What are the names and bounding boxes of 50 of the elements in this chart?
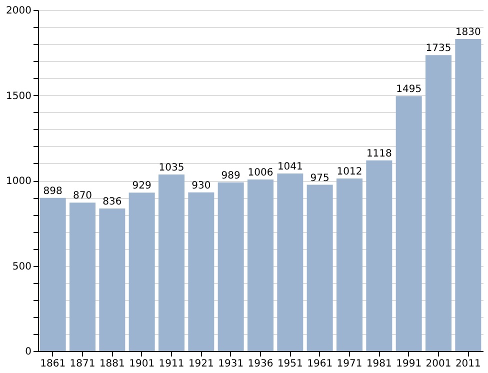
bar [70,202,96,351]
bar [306,184,333,351]
y-tick-label: 500 [12,261,32,272]
y-tick-label: 2000 [6,6,32,16]
y-tick-label: 1000 [6,176,32,187]
x-tick-label: 1861 [40,358,66,370]
bar [396,96,422,351]
x-tick-label: 1981 [366,358,392,370]
data-label: 870 [72,190,92,202]
bar [248,179,274,351]
data-label: 1118 [366,148,392,160]
data-label: 1012 [336,166,362,178]
x-tick-label: 1961 [307,358,333,370]
bar [158,174,184,351]
x-tick-label: 1921 [188,358,214,370]
bar [128,192,155,351]
x-tick-label: 1951 [277,358,303,370]
x-tick-label: 1971 [336,358,362,370]
data-label: 989 [221,170,240,182]
bar [277,174,304,351]
x-tick-label: 2011 [455,358,481,370]
bar [455,38,482,351]
bar [99,208,126,351]
data-label: 1006 [248,167,274,178]
x-tick-label: 2001 [426,358,452,370]
bar [366,160,392,351]
bar [336,178,362,351]
data-label: 1735 [426,43,452,54]
bar [426,55,452,351]
y-tick-label: 1500 [6,90,32,102]
x-tick-label: 1881 [99,358,125,370]
data-label: 1035 [158,162,184,174]
y-tick-label: 0 [25,346,32,358]
data-label: 929 [132,180,152,192]
data-label: 836 [102,196,122,208]
x-tick-label: 1901 [129,358,155,370]
x-tick-label: 1936 [248,358,274,370]
data-label: 1830 [455,26,481,38]
data-label: 1495 [396,84,422,96]
data-label: 1041 [277,162,303,173]
x-tick-label: 1931 [218,358,244,370]
bar [40,198,66,351]
x-tick-label: 1871 [70,358,96,370]
x-tick-label: 1911 [158,358,184,370]
x-tick-label: 1991 [396,358,422,370]
bar [188,192,214,351]
data-label: 898 [43,186,62,197]
bar [218,182,244,351]
data-label: 930 [192,180,211,192]
data-label: 975 [310,172,330,184]
